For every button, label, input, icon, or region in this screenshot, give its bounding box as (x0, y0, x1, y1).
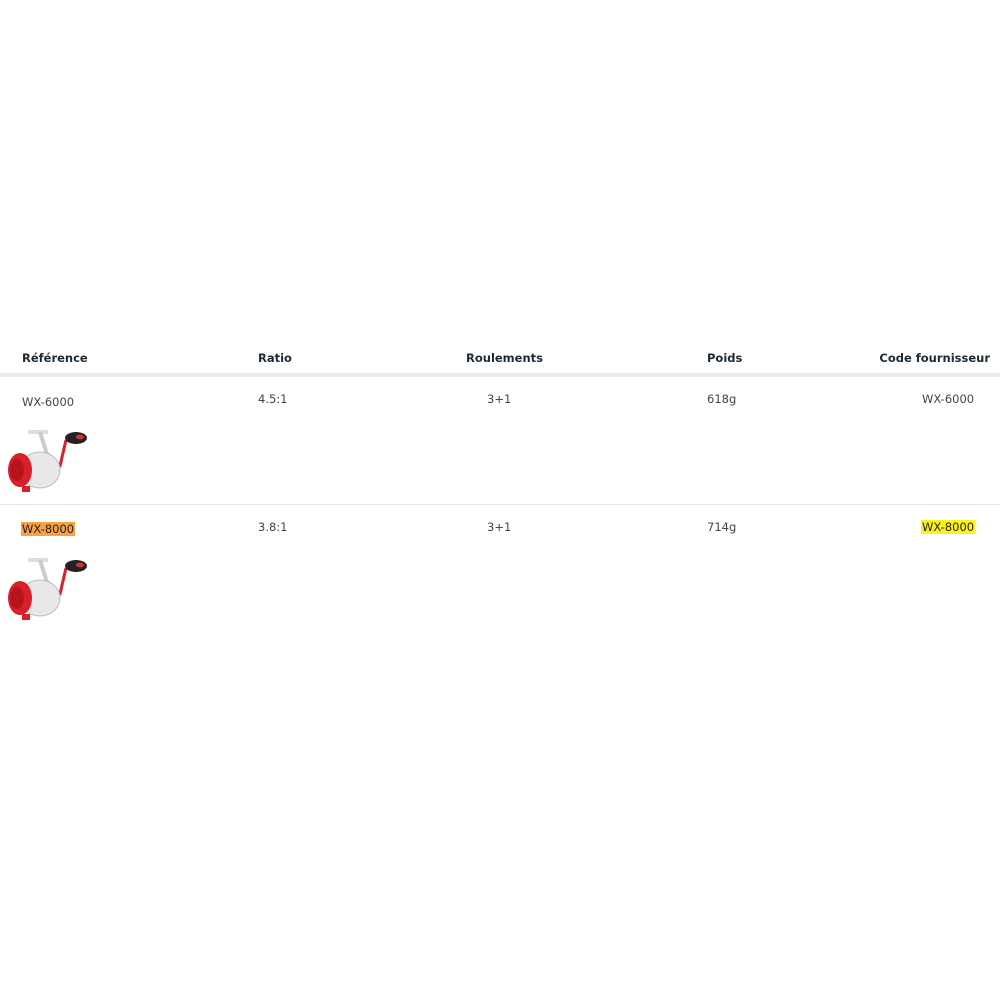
reference-cell[interactable]: WX-6000 (22, 395, 75, 409)
header-roulements: Roulements (466, 351, 543, 365)
poids-cell: 714g (707, 520, 737, 534)
poids-cell: 618g (707, 392, 737, 406)
roulements-cell: 3+1 (487, 392, 512, 406)
ratio-cell: 4.5:1 (258, 392, 288, 406)
header-reference: Référence (22, 351, 88, 365)
fishing-reel-image[interactable] (4, 428, 88, 500)
roulements-cell: 3+1 (487, 520, 512, 534)
header-poids: Poids (707, 351, 743, 365)
ratio-cell: 3.8:1 (258, 520, 288, 534)
header-divider (0, 373, 1000, 377)
header-code-fournisseur: Code fournisseur (879, 351, 990, 365)
header-ratio: Ratio (258, 351, 292, 365)
code-cell: WX-8000 (921, 520, 976, 534)
reference-cell[interactable]: WX-8000 (21, 522, 76, 536)
fishing-reel-image[interactable] (4, 556, 88, 628)
code-cell: WX-6000 (922, 392, 975, 406)
row-divider (0, 504, 1000, 505)
